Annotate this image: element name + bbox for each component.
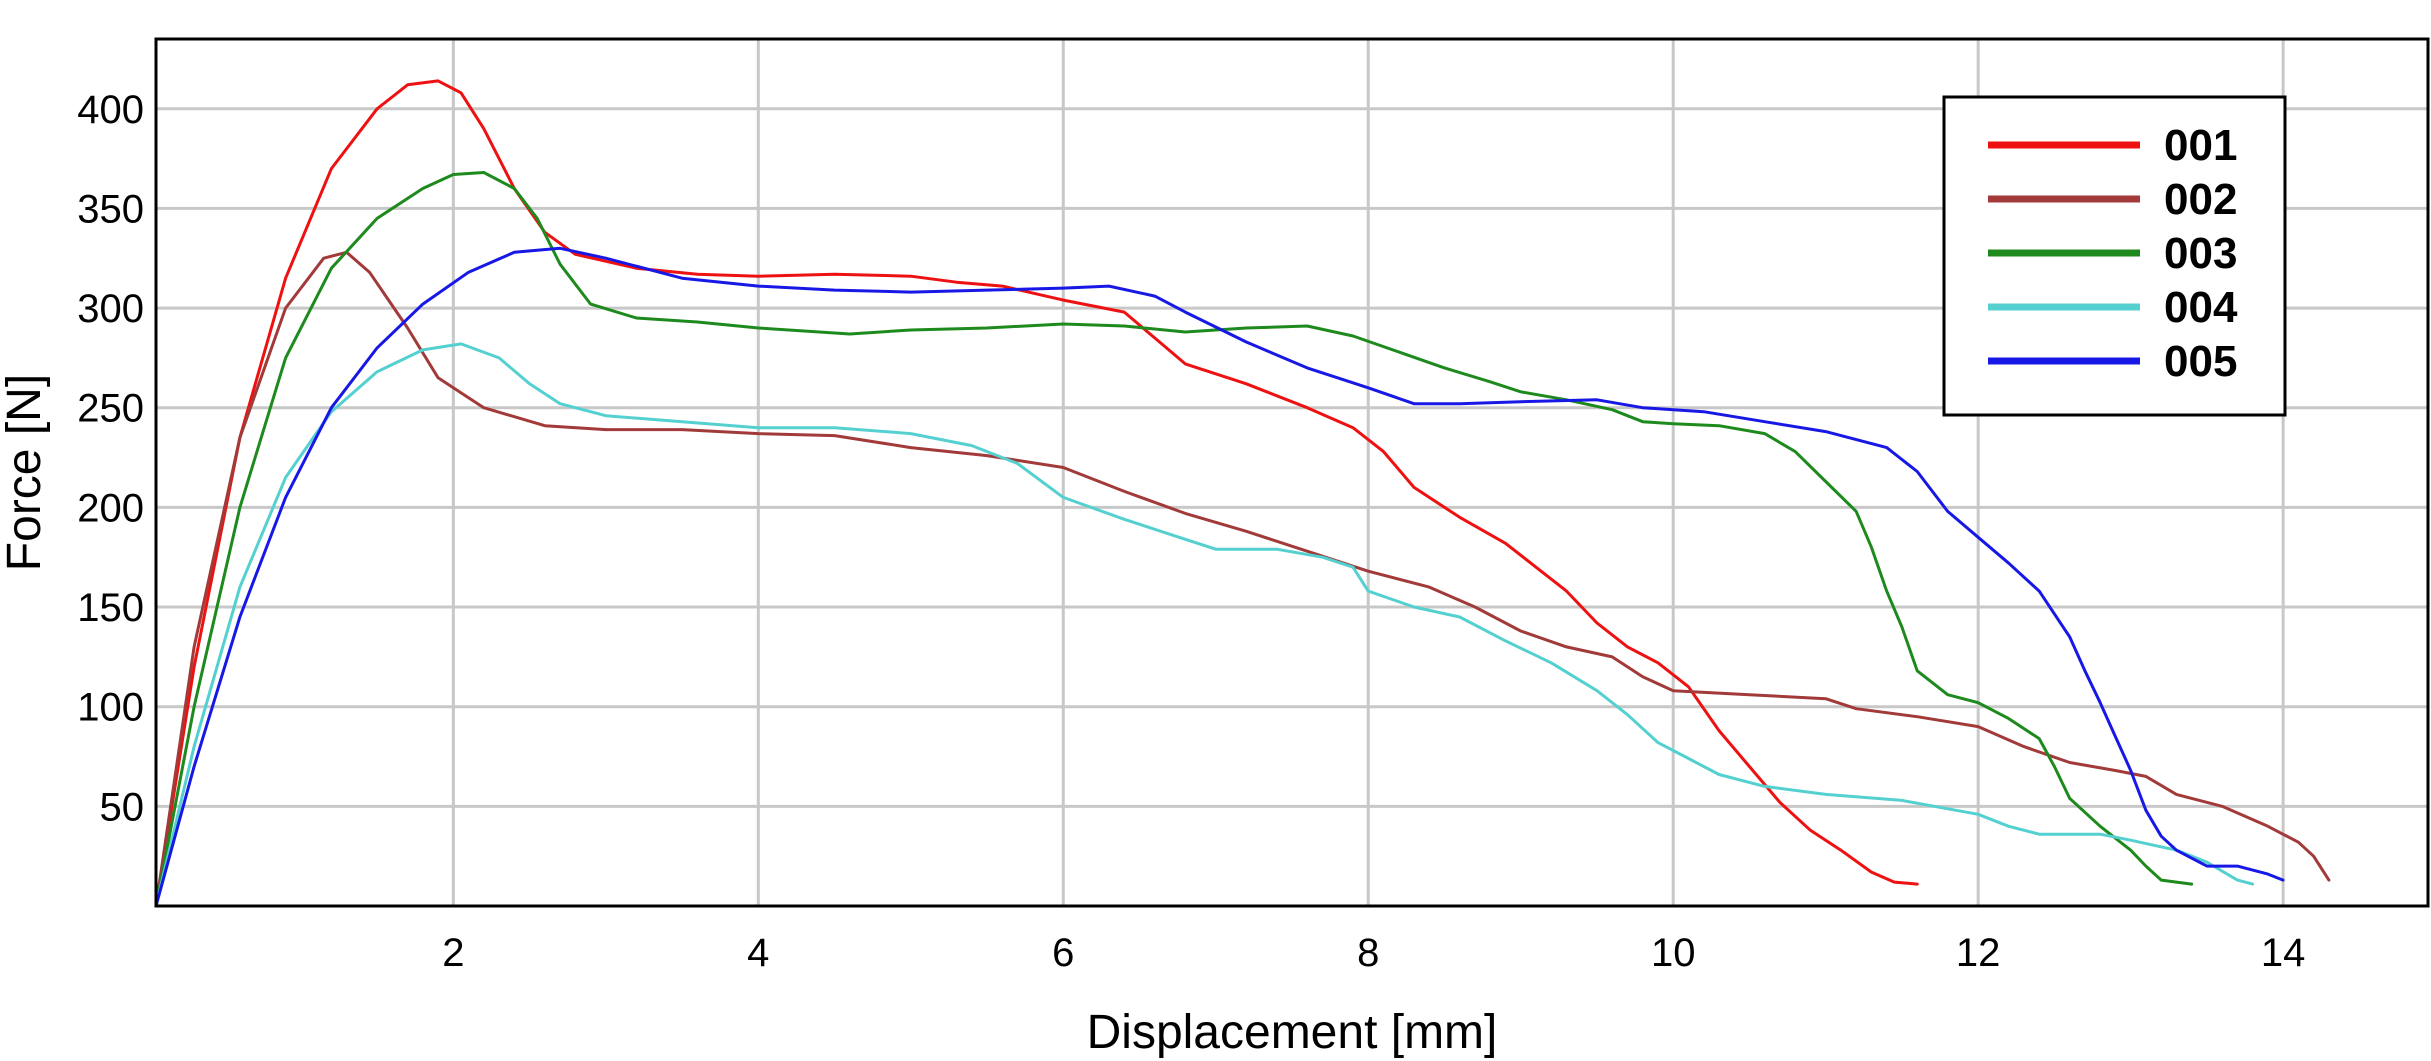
legend-label-004: 004 xyxy=(2164,283,2238,332)
x-tick-label: 2 xyxy=(442,931,464,975)
x-tick-label: 6 xyxy=(1052,931,1074,975)
x-axis-title: Displacement [mm] xyxy=(1087,1006,1498,1059)
x-tick-labels: 2 4 6 8 10 12 14 xyxy=(442,931,2305,975)
y-tick-label: 250 xyxy=(77,387,144,431)
legend-label-002: 002 xyxy=(2164,175,2237,224)
legend-label-003: 003 xyxy=(2164,229,2237,278)
y-tick-label: 200 xyxy=(77,486,144,530)
series-line-005 xyxy=(154,246,2285,908)
y-tick-label: 350 xyxy=(77,187,144,231)
x-tick-label: 10 xyxy=(1651,931,1696,975)
legend: 001 002 003 004 005 xyxy=(1942,95,2287,417)
series-line-003 xyxy=(154,171,2194,908)
x-tick-label: 4 xyxy=(747,931,769,975)
y-tick-labels: 50 100 150 200 250 300 350 400 xyxy=(77,88,144,830)
series-line-002 xyxy=(154,250,2331,908)
y-axis-title: Force [N] xyxy=(0,374,51,571)
y-tick-label: 400 xyxy=(77,88,144,132)
series-line-001 xyxy=(154,79,1919,908)
y-tick-label: 100 xyxy=(77,686,144,730)
legend-label-001: 001 xyxy=(2164,121,2237,170)
x-tick-label: 8 xyxy=(1357,931,1379,975)
plot-frame xyxy=(154,37,2430,908)
series-layer xyxy=(154,79,2331,908)
legend-label-005: 005 xyxy=(2164,337,2237,386)
y-tick-label: 300 xyxy=(77,287,144,331)
x-tick-label: 14 xyxy=(2261,931,2306,975)
y-tick-label: 150 xyxy=(77,586,144,630)
series-line-004 xyxy=(154,342,2255,908)
y-tick-label: 50 xyxy=(100,785,145,829)
x-tick-label: 12 xyxy=(1956,931,2001,975)
